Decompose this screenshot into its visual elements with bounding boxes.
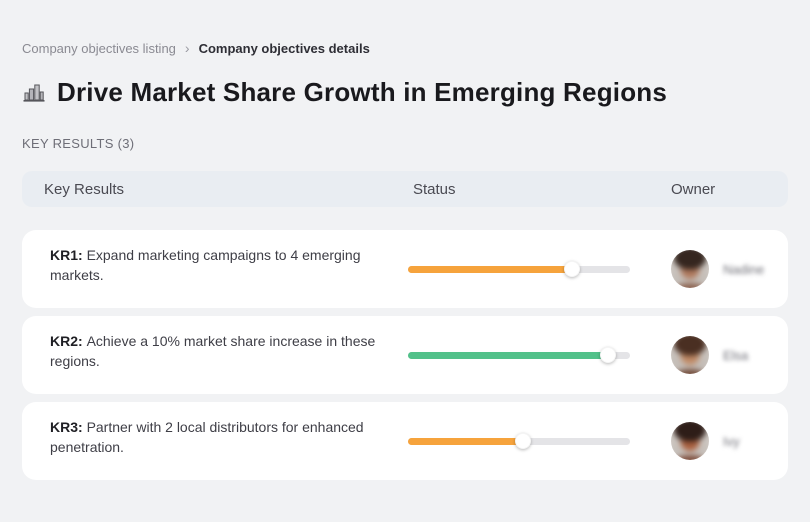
- progress-slider-kr1[interactable]: [408, 261, 630, 277]
- column-header-key-results: Key Results: [44, 180, 125, 198]
- progress-fill: [408, 438, 523, 445]
- owner-name: Ivy: [723, 433, 740, 449]
- owner-cell: Nadine: [658, 250, 788, 288]
- key-result-description: KR2: Achieve a 10% market share increase…: [22, 316, 408, 371]
- key-result-description: KR1: Expand marketing campaigns to 4 eme…: [22, 230, 408, 285]
- owner-avatar: [671, 250, 709, 288]
- key-result-label: KR3:: [50, 419, 87, 435]
- building-bars-icon: [22, 80, 46, 104]
- owner-avatar-photo: [671, 336, 709, 374]
- owner-cell: Ivy: [658, 422, 788, 460]
- column-header-status: Status: [413, 180, 456, 198]
- breadcrumb-item-details: Company objectives details: [198, 41, 370, 56]
- progress-fill: [408, 352, 608, 359]
- breadcrumb: Company objectives listing › Company obj…: [22, 39, 788, 57]
- owner-name: Elsa: [723, 347, 749, 363]
- owner-name: Nadine: [723, 261, 765, 277]
- key-result-text: Achieve a 10% market share increase in t…: [50, 333, 376, 369]
- table-header-row: Key Results Status Owner: [22, 171, 788, 207]
- progress-slider-kr2[interactable]: [408, 347, 630, 363]
- status-cell: [408, 433, 658, 449]
- column-header-owner: Owner: [671, 180, 716, 198]
- owner-avatar-photo: [671, 250, 709, 288]
- progress-slider-handle[interactable]: [564, 261, 580, 277]
- page-title: Drive Market Share Growth in Emerging Re…: [57, 77, 668, 107]
- key-result-label: KR1:: [50, 247, 87, 263]
- key-result-row: KR2: Achieve a 10% market share increase…: [22, 316, 788, 394]
- key-result-row: KR3: Partner with 2 local distributors f…: [22, 402, 788, 480]
- progress-slider-handle[interactable]: [515, 433, 531, 449]
- key-result-text: Expand marketing campaigns to 4 emerging…: [50, 247, 361, 283]
- owner-avatar: [671, 422, 709, 460]
- progress-slider-handle[interactable]: [600, 347, 616, 363]
- owner-avatar-photo: [671, 422, 709, 460]
- key-result-description: KR3: Partner with 2 local distributors f…: [22, 402, 408, 457]
- key-results-list: KR1: Expand marketing campaigns to 4 eme…: [22, 230, 788, 480]
- status-cell: [408, 261, 658, 277]
- chevron-right-icon: ›: [184, 39, 190, 56]
- progress-fill: [408, 266, 572, 273]
- status-cell: [408, 347, 658, 363]
- progress-slider-kr3[interactable]: [408, 433, 630, 449]
- breadcrumb-item-listing[interactable]: Company objectives listing: [22, 41, 176, 56]
- key-results-count-label: KEY RESULTS (3): [22, 136, 135, 151]
- key-result-row: KR1: Expand marketing campaigns to 4 eme…: [22, 230, 788, 308]
- key-result-label: KR2:: [50, 333, 87, 349]
- owner-cell: Elsa: [658, 336, 788, 374]
- key-result-text: Partner with 2 local distributors for en…: [50, 419, 364, 455]
- page-title-row: Drive Market Share Growth in Emerging Re…: [22, 77, 788, 107]
- owner-avatar: [671, 336, 709, 374]
